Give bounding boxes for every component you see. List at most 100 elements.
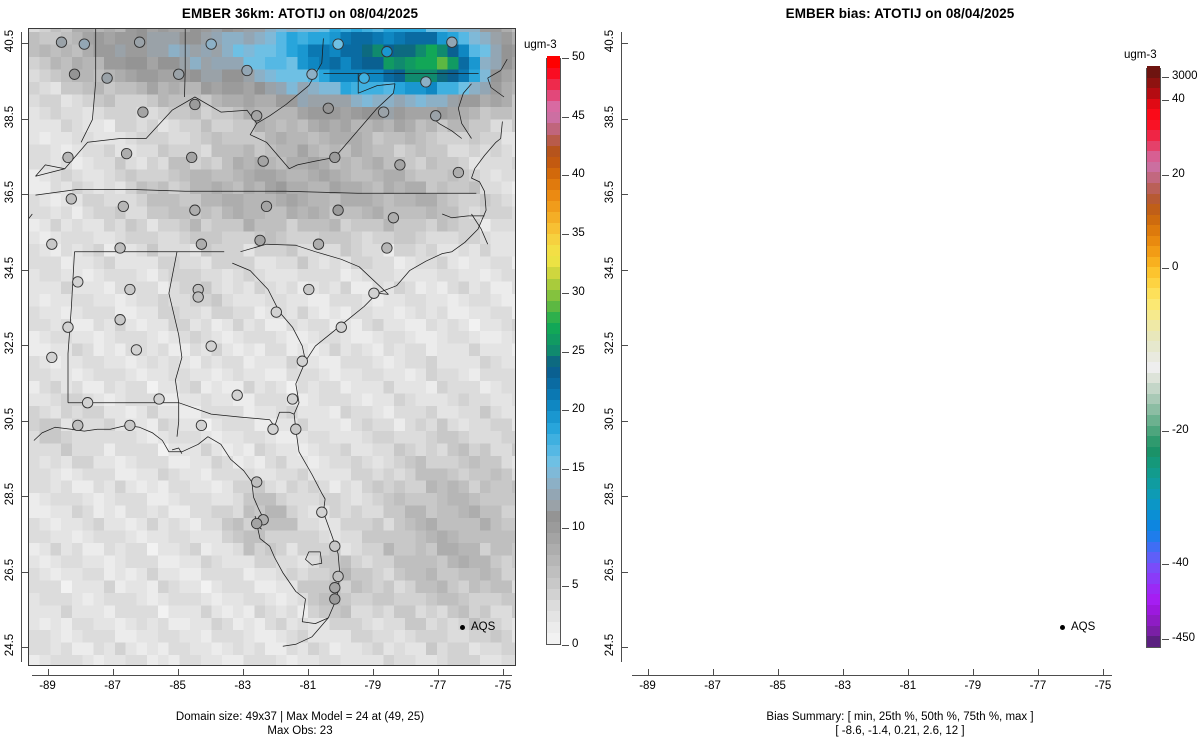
aqs-site-marker[interactable] [186, 151, 198, 164]
colorbar-segment [1147, 467, 1160, 479]
aqs-site-marker[interactable] [78, 38, 90, 50]
aqs-site-marker[interactable] [68, 68, 81, 80]
colorbar-tick [562, 586, 569, 588]
aqs-site-marker[interactable] [381, 46, 393, 58]
y-axis-label: 30.5 [4, 407, 16, 430]
aqs-site-marker[interactable] [251, 476, 263, 488]
aqs-site-marker[interactable] [137, 106, 149, 118]
aqs-site-marker[interactable] [332, 570, 344, 583]
y-axis-label: 28.5 [4, 482, 16, 506]
aqs-site-marker[interactable] [368, 287, 380, 299]
aqs-site-marker[interactable] [254, 234, 266, 247]
aqs-site-marker[interactable] [332, 38, 344, 50]
aqs-site-marker[interactable] [251, 110, 263, 122]
aqs-site-marker[interactable] [189, 98, 201, 111]
y-axis-tick [21, 647, 28, 649]
colorbar-segment [1147, 308, 1160, 321]
colorbar-segment [1147, 351, 1160, 363]
aqs-site-marker[interactable] [296, 355, 308, 367]
x-axis-tick [842, 669, 844, 676]
colorbar-segment [1147, 635, 1160, 647]
aqs-site-marker[interactable] [430, 110, 442, 122]
aqs-site-marker[interactable] [133, 36, 146, 48]
aqs-site-marker[interactable] [332, 204, 344, 216]
aqs-site-marker[interactable] [195, 419, 208, 432]
aqs-site-marker[interactable] [114, 314, 126, 326]
colorbar-tick [1162, 76, 1169, 78]
aqs-site-marker[interactable] [290, 423, 302, 435]
aqs-site-marker[interactable] [251, 517, 263, 530]
aqs-site-marker[interactable] [303, 283, 315, 296]
aqs-site-marker[interactable] [72, 419, 84, 432]
aqs-site-marker[interactable] [381, 242, 393, 254]
aqs-site-marker[interactable] [124, 283, 136, 296]
aqs-site-marker[interactable] [358, 72, 370, 84]
colorbar-segment [1147, 150, 1160, 162]
aqs-site-marker[interactable] [117, 200, 129, 213]
aqs-site-marker[interactable] [312, 238, 325, 250]
aqs-site-marker[interactable] [189, 204, 201, 216]
aqs-site-marker[interactable] [81, 397, 94, 409]
aqs-site-marker[interactable] [452, 166, 465, 179]
aqs-site-marker[interactable] [260, 200, 273, 213]
colorbar-tick-label: 40 [1172, 92, 1185, 105]
aqs-site-marker[interactable] [316, 506, 328, 518]
colorbar-segment [547, 266, 560, 279]
colorbar-segment [1147, 604, 1160, 616]
aqs-site-marker[interactable] [192, 291, 204, 303]
colorbar-segment [547, 510, 560, 523]
aqs-site-marker[interactable] [420, 76, 432, 88]
aqs-site-marker[interactable] [231, 389, 243, 401]
x-axis-label: -85 [769, 680, 786, 692]
aqs-site-marker[interactable] [46, 238, 58, 250]
map-plot-model[interactable] [28, 28, 516, 666]
aqs-site-marker[interactable] [241, 64, 253, 77]
colorbar-segment [1147, 540, 1160, 553]
colorbar-segment [547, 410, 560, 423]
aqs-site-marker[interactable] [286, 393, 299, 405]
aqs-site-marker[interactable] [72, 276, 84, 288]
aqs-site-marker[interactable] [46, 351, 58, 364]
colorbar-tick-label: 3000 [1172, 69, 1198, 82]
colorbar-segment [1147, 266, 1160, 278]
colorbar-tick [562, 527, 569, 529]
aqs-site-marker[interactable] [267, 423, 279, 435]
aqs-site-marker[interactable] [394, 159, 406, 171]
aqs-site-marker[interactable] [130, 344, 143, 356]
aqs-site-marker[interactable] [329, 593, 341, 605]
aqs-site-marker[interactable] [62, 321, 74, 333]
aqs-site-marker[interactable] [322, 102, 334, 114]
aqs-site-marker[interactable] [329, 151, 341, 164]
x-axis-tick [972, 669, 974, 676]
aqs-site-marker[interactable] [329, 582, 341, 594]
aqs-site-marker[interactable] [120, 147, 133, 160]
colorbar-tick [562, 116, 569, 118]
aqs-site-marker[interactable] [446, 36, 458, 48]
aqs-site-marker[interactable] [173, 68, 185, 80]
aqs-site-marker[interactable] [65, 193, 77, 205]
colorbar-segment [1147, 161, 1160, 173]
aqs-site-marker[interactable] [257, 155, 269, 167]
colorbar-segment [1147, 192, 1160, 205]
aqs-site-marker[interactable] [205, 38, 217, 50]
aqs-site-marker[interactable] [329, 540, 341, 552]
aqs-site-marker[interactable] [335, 321, 347, 333]
aqs-site-marker[interactable] [387, 212, 400, 224]
colorbar-tick [1162, 175, 1169, 177]
colorbar-segment [1147, 66, 1160, 78]
aqs-site-marker[interactable] [306, 68, 318, 80]
aqs-site-marker[interactable] [62, 151, 74, 164]
aqs-site-marker[interactable] [270, 306, 282, 318]
aqs-site-marker[interactable] [195, 238, 208, 250]
colorbar-tick [1162, 99, 1169, 101]
aqs-site-marker[interactable] [153, 393, 165, 405]
colorbar-segment [547, 621, 560, 633]
colorbar-units-label: ugm-3 [524, 39, 557, 51]
aqs-site-marker[interactable] [55, 36, 68, 48]
aqs-site-marker[interactable] [124, 419, 136, 432]
aqs-site-marker[interactable] [114, 242, 126, 254]
aqs-site-marker[interactable] [205, 340, 217, 352]
aqs-site-marker[interactable] [377, 106, 390, 118]
aqs-site-marker[interactable] [101, 72, 113, 84]
caption-bias-line2: [ -8.6, -1.4, 0.21, 2.6, 12 ] [835, 725, 965, 737]
